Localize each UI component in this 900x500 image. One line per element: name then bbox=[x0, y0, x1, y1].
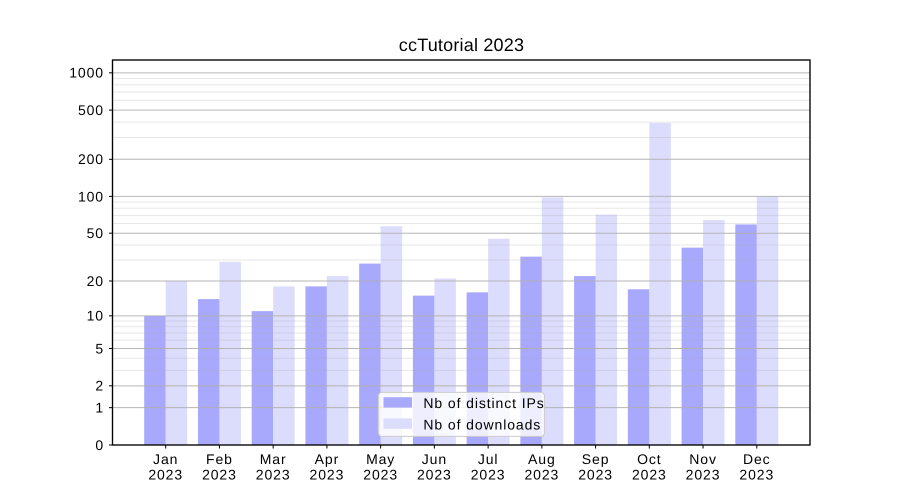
svg-text:200: 200 bbox=[78, 151, 104, 167]
svg-text:Jun: Jun bbox=[422, 451, 447, 467]
svg-text:2023: 2023 bbox=[739, 466, 774, 482]
svg-text:Jul: Jul bbox=[478, 451, 499, 467]
svg-text:5: 5 bbox=[95, 340, 104, 356]
svg-text:20: 20 bbox=[87, 273, 104, 289]
svg-text:2023: 2023 bbox=[256, 466, 291, 482]
svg-text:May: May bbox=[366, 451, 395, 467]
svg-text:2023: 2023 bbox=[632, 466, 667, 482]
svg-text:2023: 2023 bbox=[471, 466, 506, 482]
svg-text:Nb of downloads: Nb of downloads bbox=[423, 416, 541, 432]
svg-text:Oct: Oct bbox=[637, 451, 661, 467]
svg-text:Apr: Apr bbox=[315, 451, 340, 467]
svg-text:Dec: Dec bbox=[743, 451, 771, 467]
svg-text:0: 0 bbox=[95, 437, 104, 453]
svg-text:1000: 1000 bbox=[69, 65, 104, 81]
svg-text:2: 2 bbox=[95, 378, 104, 394]
svg-text:1: 1 bbox=[95, 400, 104, 416]
svg-text:Feb: Feb bbox=[206, 451, 233, 467]
svg-text:2023: 2023 bbox=[686, 466, 721, 482]
svg-text:2023: 2023 bbox=[363, 466, 398, 482]
svg-text:ccTutorial 2023: ccTutorial 2023 bbox=[399, 35, 524, 55]
svg-text:10: 10 bbox=[87, 308, 104, 324]
svg-text:2023: 2023 bbox=[202, 466, 237, 482]
svg-text:Nov: Nov bbox=[689, 451, 717, 467]
svg-text:Mar: Mar bbox=[260, 451, 287, 467]
svg-text:Nb of distinct IPs: Nb of distinct IPs bbox=[423, 395, 544, 411]
svg-text:2023: 2023 bbox=[524, 466, 559, 482]
svg-text:2023: 2023 bbox=[578, 466, 613, 482]
svg-text:500: 500 bbox=[78, 102, 104, 118]
svg-text:100: 100 bbox=[78, 188, 104, 204]
svg-text:Aug: Aug bbox=[528, 451, 556, 467]
svg-text:2023: 2023 bbox=[148, 466, 183, 482]
svg-text:2023: 2023 bbox=[310, 466, 345, 482]
svg-text:Sep: Sep bbox=[582, 451, 610, 467]
svg-text:2023: 2023 bbox=[417, 466, 452, 482]
svg-text:50: 50 bbox=[87, 225, 104, 241]
svg-text:Jan: Jan bbox=[153, 451, 178, 467]
